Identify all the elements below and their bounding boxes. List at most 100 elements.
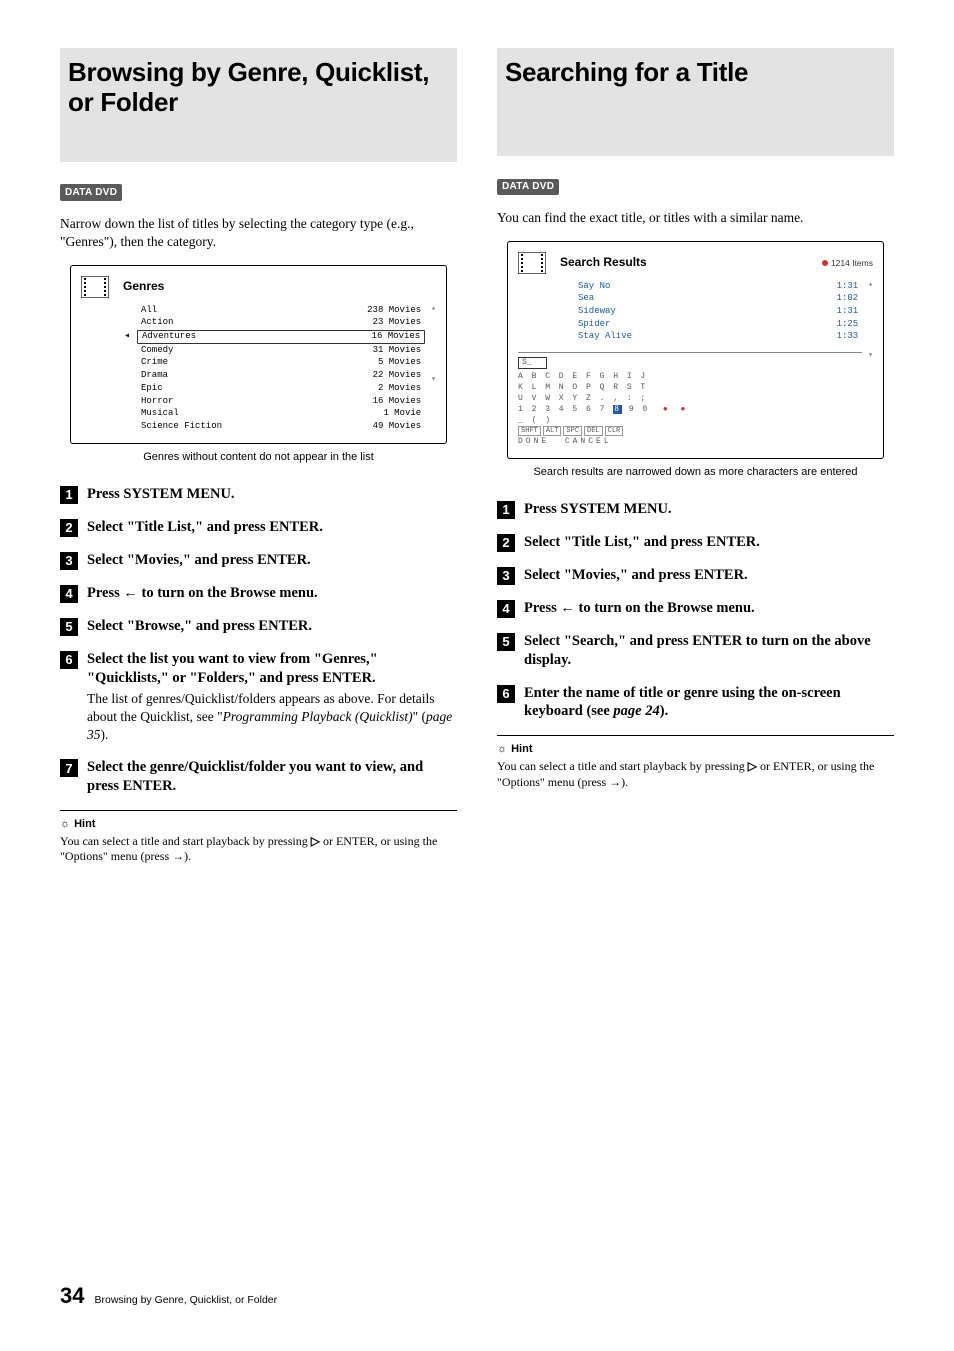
hint-text-part: You can select a title and start playbac… — [60, 834, 311, 848]
arrow-right-icon: → — [609, 775, 621, 789]
search-result-row: Spider1:25 — [574, 318, 862, 331]
step-body: Select the list you want to view from "G… — [87, 650, 457, 744]
step: 3Select "Movies," and press ENTER. — [497, 566, 894, 585]
genre-name: Crime — [141, 357, 168, 369]
step: 7Select the genre/Quicklist/folder you w… — [60, 758, 457, 796]
step-number: 3 — [497, 567, 515, 585]
divider — [60, 810, 457, 811]
genre-count: 23 Movies — [373, 317, 422, 329]
step-body: Select "Title List," and press ENTER. — [87, 518, 457, 537]
kbd-row: _ ( ) — [518, 416, 552, 425]
step-number: 4 — [497, 600, 515, 618]
kbd-buttons: SHFTALTSPCDELCLR — [518, 426, 625, 435]
genre-count: 1 Movie — [383, 408, 421, 420]
page-footer: 34 Browsing by Genre, Quicklist, or Fold… — [60, 1251, 894, 1311]
result-time: 1:02 — [837, 293, 859, 305]
search-result-row: Say No 1:31 — [574, 280, 862, 293]
step-title: Press ← to turn on the Browse menu. — [524, 599, 894, 618]
genre-name: Epic — [141, 383, 163, 395]
genre-row: Science Fiction49 Movies — [137, 420, 425, 433]
result-time: 1:25 — [837, 319, 859, 331]
step-title: Select "Browse," and press ENTER. — [87, 617, 457, 636]
kbd-row: A B C D E F G H I J — [518, 372, 647, 381]
step-title: Select "Movies," and press ENTER. — [87, 551, 457, 570]
step-title: Select the list you want to view from "G… — [87, 650, 457, 688]
page-ref: page 24 — [613, 703, 659, 719]
genre-name: Musical — [141, 408, 179, 420]
genre-row: Action23 Movies — [137, 317, 425, 330]
scroll-indicator: ▴▾ — [431, 304, 436, 433]
step-number: 3 — [60, 552, 78, 570]
dot-icon — [822, 260, 828, 266]
kbd-cancel: CANCEL — [565, 437, 612, 446]
genre-row: Musical 1 Movie — [137, 408, 425, 421]
data-dvd-badge: DATA DVD — [60, 184, 122, 201]
step-number: 6 — [60, 651, 78, 669]
kbd-seg: 9 0 — [622, 405, 649, 414]
genre-count: 16 Movies — [372, 331, 421, 343]
result-name: Say No — [578, 281, 610, 293]
search-result-row: Stay Alive1:33 — [574, 331, 862, 344]
right-caption: Search results are narrowed down as more… — [497, 465, 894, 480]
genre-count: 22 Movies — [373, 370, 422, 382]
step-body: Select "Title List," and press ENTER. — [524, 533, 894, 552]
step: 1Press SYSTEM MENU. — [60, 485, 457, 504]
right-column: Searching for a Title DATA DVD You can f… — [497, 48, 894, 865]
genre-name: All — [141, 305, 157, 317]
step-title: Press SYSTEM MENU. — [524, 500, 894, 519]
bulb-icon: ☼ — [497, 742, 507, 757]
page-number: 34 — [60, 1281, 84, 1311]
right-heading: Searching for a Title — [505, 58, 886, 88]
search-input-box: S_ — [518, 357, 547, 370]
play-icon: ▷ — [748, 759, 757, 773]
hint-label: Hint — [74, 817, 95, 832]
step-title: Press SYSTEM MENU. — [87, 485, 457, 504]
step-body: Select "Browse," and press ENTER. — [87, 617, 457, 636]
kbd-btn: ALT — [543, 426, 562, 436]
hint-heading: ☼ Hint — [60, 817, 457, 832]
genre-count: 5 Movies — [378, 357, 421, 369]
step-number: 1 — [497, 501, 515, 519]
search-result-list: Say No1:31Sea1:02Sideway1:31Spider1:25St… — [574, 280, 862, 343]
result-name: Sea — [578, 293, 594, 305]
step-number: 6 — [497, 685, 515, 703]
footer-text: Browsing by Genre, Quicklist, or Folder — [94, 1293, 277, 1307]
left-column: Browsing by Genre, Quicklist, or Folder … — [60, 48, 457, 865]
step-number: 4 — [60, 585, 78, 603]
kbd-btn: CLR — [605, 426, 624, 436]
search-screenshot: Search Results 1214 Items Say No1:31Sea1… — [507, 241, 884, 459]
play-icon: ▷ — [311, 834, 320, 848]
bulb-icon: ☼ — [60, 817, 70, 832]
step: 5Select "Search," and press ENTER to tur… — [497, 632, 894, 670]
arrow-left-icon: ← — [123, 585, 138, 601]
step-number: 2 — [60, 519, 78, 537]
step-number: 2 — [497, 534, 515, 552]
genre-row: Adventures 16 Movies — [137, 330, 425, 345]
result-time: 1:31 — [837, 281, 859, 293]
genre-list: All238 MoviesAction23 MoviesAdventures16… — [137, 304, 425, 433]
screenshot-title: Genres — [123, 279, 164, 295]
step-title: Enter the name of title or genre using t… — [524, 684, 894, 722]
data-dvd-badge: DATA DVD — [497, 179, 559, 196]
kbd-seg: 1 2 3 4 5 6 7 — [518, 405, 613, 414]
step: 6 Enter the name of title or genre using … — [497, 684, 894, 722]
film-icon — [81, 276, 109, 298]
hint-text-part: ). — [621, 775, 628, 789]
step-number: 5 — [60, 618, 78, 636]
scroll-indicator: ▴▾ — [868, 280, 873, 448]
genre-name: Drama — [141, 370, 168, 382]
hint-text-part: ). — [184, 849, 191, 863]
step: 6 Select the list you want to view from "… — [60, 650, 457, 744]
right-intro: You can find the exact title, or titles … — [497, 209, 894, 227]
step-body: Press SYSTEM MENU. — [87, 485, 457, 504]
kbd-row: U V W X Y Z . , : ; — [518, 394, 647, 403]
arrow-left-icon: ← — [560, 600, 575, 616]
right-hint: You can select a title and start playbac… — [497, 759, 894, 790]
genre-row: Comedy31 Movies — [137, 344, 425, 357]
genre-count: 16 Movies — [373, 396, 422, 408]
genre-name: Adventures — [142, 331, 196, 343]
step-body: Enter the name of title or genre using t… — [524, 684, 894, 722]
step-body: Press ← to turn on the Browse menu. — [524, 599, 894, 618]
hint-text-part: You can select a title and start playbac… — [497, 759, 748, 773]
left-hint: You can select a title and start playbac… — [60, 834, 457, 865]
